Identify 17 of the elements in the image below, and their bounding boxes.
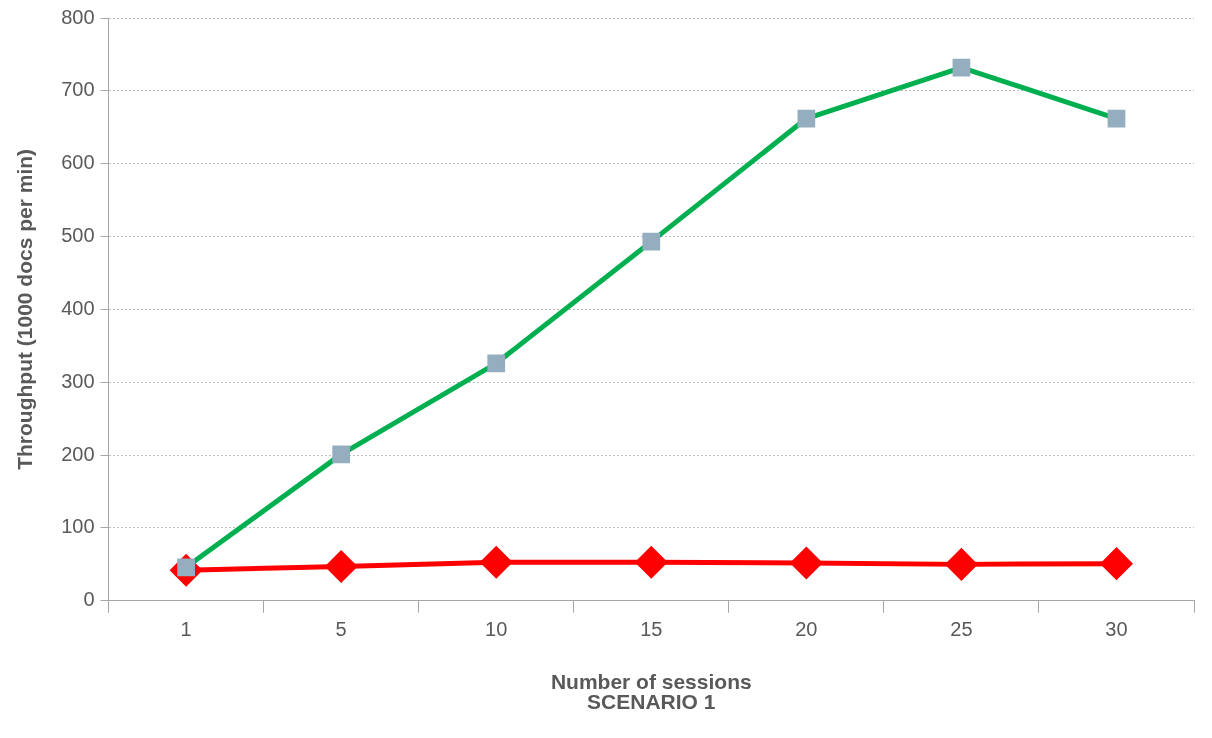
y-tick-label: 100 [61, 515, 95, 538]
y-tick-label: 500 [61, 224, 95, 247]
y-tick-label: 700 [61, 78, 95, 101]
y-tick-label: 200 [61, 442, 95, 465]
x-tick-label: 1 [180, 618, 192, 641]
x-tick-label: 15 [640, 618, 663, 641]
x-tick-label: 5 [335, 618, 347, 641]
y-axis-title: Throughput (1000 docs per min) [13, 148, 37, 470]
y-tick-label: 400 [61, 296, 95, 319]
y-tick-label: 300 [61, 369, 95, 392]
x-tick-label: 25 [950, 618, 973, 641]
y-tick-label: 0 [83, 588, 95, 611]
x-tick-label: 30 [1105, 618, 1128, 641]
x-tick-label: 20 [795, 618, 818, 641]
y-tick-label: 800 [61, 5, 95, 28]
y-tick-label: 600 [61, 151, 95, 174]
x-tick-label: 10 [485, 618, 508, 641]
